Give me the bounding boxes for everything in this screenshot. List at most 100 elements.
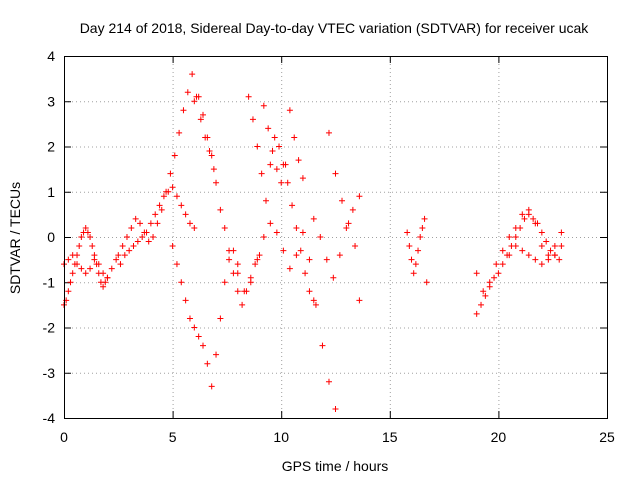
data-point [254,256,261,263]
data-point [419,224,426,231]
x-axis-label: GPS time / hours [282,458,389,474]
data-point [478,301,485,308]
data-point [241,288,248,295]
data-point [512,224,519,231]
data-point [525,206,532,213]
data-point [319,342,326,349]
data-point [312,301,319,308]
data-point [206,148,213,155]
data-point [473,310,480,317]
data-point [269,148,276,155]
data-point [332,405,339,412]
data-point [538,229,545,236]
data-point [302,270,309,277]
data-point [282,161,289,168]
data-point [417,234,424,240]
data-point [480,288,487,295]
data-point [325,378,332,385]
data-point [132,215,139,222]
data-point [91,252,98,259]
data-point [293,252,300,259]
data-point [208,152,215,159]
data-point [293,224,300,231]
data-point [558,229,565,236]
data-point [543,238,550,245]
data-point [186,315,193,322]
data-point [512,243,519,250]
data-point [152,211,159,218]
data-point [530,215,537,222]
data-point [412,261,419,268]
data-point [178,202,185,209]
data-point [82,224,89,231]
data-point [493,261,500,268]
data-point [89,243,96,250]
data-point [221,279,228,286]
data-point [421,215,428,222]
data-point [154,220,161,227]
data-point [306,256,313,263]
data-point [291,134,298,141]
data-point [538,243,545,250]
y-tick-label: -2 [43,320,56,336]
data-point [197,116,204,123]
data-point [156,202,163,209]
data-point [349,206,356,213]
x-tick-label: 10 [273,429,289,445]
data-point [332,170,339,177]
data-point [171,152,178,159]
data-point [415,247,422,254]
data-point [473,270,480,277]
data-point [258,170,265,177]
chart-title: Day 214 of 2018, Sidereal Day-to-day VTE… [80,20,590,36]
y-tick-label: 4 [47,48,55,64]
data-point [147,220,154,227]
data-point [265,125,272,132]
data-point [256,252,263,259]
data-point [184,89,191,96]
data-point [173,193,180,200]
data-point [538,261,545,268]
data-point [213,351,220,358]
data-point [491,274,498,281]
data-point [82,270,89,277]
data-point [404,229,411,236]
data-point [356,297,363,304]
data-point [325,129,332,136]
data-point [221,224,228,231]
data-point [273,166,280,173]
data-point [182,297,189,304]
grid [64,56,607,418]
data-point [141,229,148,236]
data-point [182,211,189,218]
y-tick-label: 3 [47,93,55,109]
data-point [210,166,217,173]
data-point [286,265,293,272]
data-point [213,179,220,186]
data-point [260,102,267,109]
data-point [186,220,193,227]
axis-ticks [64,56,608,419]
data-point [286,107,293,114]
data-point [532,220,539,227]
data-point [65,256,72,263]
data-point [134,238,141,245]
data-point [78,234,85,240]
data-point [525,252,532,259]
data-point [195,93,202,100]
data-point [191,224,198,231]
data-point [267,161,274,168]
data-point [252,261,259,268]
data-point [160,193,167,200]
data-point [336,252,343,259]
data-point [217,315,224,322]
data-point [245,93,252,100]
data-point [262,197,269,204]
data-point [163,188,170,195]
data-point [76,243,83,250]
data-point [299,175,306,182]
data-point [69,270,76,277]
data-point [87,234,94,240]
data-point [254,143,261,150]
data-point [343,224,350,231]
